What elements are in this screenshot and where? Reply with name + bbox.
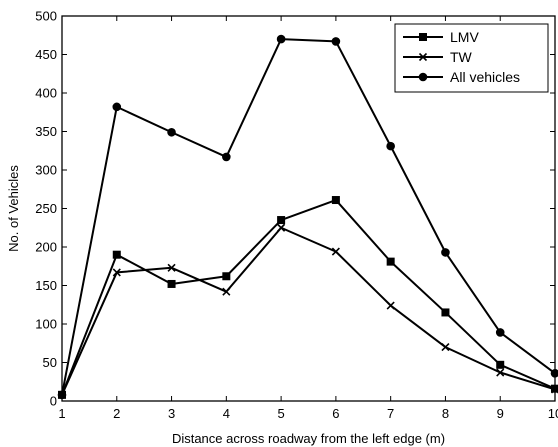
data-point <box>222 272 231 281</box>
legend-label: TW <box>450 49 473 65</box>
data-point <box>222 287 231 296</box>
series-tw <box>57 223 558 399</box>
y-tick-label: 400 <box>35 86 57 101</box>
data-point <box>167 127 176 137</box>
legend-item: LMV <box>403 29 479 45</box>
legend-item: All vehicles <box>403 69 520 85</box>
data-point <box>386 257 395 266</box>
x-tick-label: 3 <box>168 406 175 421</box>
data-point <box>167 279 176 288</box>
series-line <box>61 226 556 396</box>
y-axis-label: No. of Vehicles <box>6 165 21 252</box>
data-point <box>277 223 286 232</box>
data-point <box>112 268 121 277</box>
data-point <box>386 141 395 151</box>
x-tick-label: 1 <box>58 406 65 421</box>
series-all-vehicles <box>57 34 558 400</box>
y-tick-label: 350 <box>35 124 57 139</box>
data-point <box>441 343 450 352</box>
x-tick-label: 9 <box>497 406 504 421</box>
x-tick-label: 4 <box>223 406 230 421</box>
data-point <box>331 37 341 46</box>
legend: LMV TW All vehicles <box>394 23 549 93</box>
legend-marker <box>418 52 428 62</box>
data-point <box>222 152 231 162</box>
y-tick-label: 50 <box>43 355 57 370</box>
data-point <box>496 368 505 377</box>
series-line <box>61 38 556 396</box>
data-point <box>441 248 450 257</box>
y-tick-label: 0 <box>50 394 57 409</box>
legend-item: TW <box>403 49 473 65</box>
x-axis-label: Distance across roadway from the left ed… <box>172 431 445 446</box>
data-point <box>57 390 67 400</box>
data-point <box>276 34 286 44</box>
data-point <box>167 263 176 272</box>
data-point <box>495 328 505 337</box>
x-tick-label: 2 <box>113 406 120 421</box>
data-point <box>441 308 450 317</box>
y-tick-label: 450 <box>35 47 57 62</box>
data-point <box>331 196 340 205</box>
y-tick-label: 100 <box>35 317 57 332</box>
data-point <box>277 216 286 225</box>
data-point <box>496 360 505 369</box>
x-tick-label: 7 <box>387 406 394 421</box>
data-point <box>386 301 395 310</box>
y-tick-label: 500 <box>35 9 57 24</box>
y-tick-label: 300 <box>35 163 57 178</box>
legend-marker <box>419 33 427 41</box>
y-tick-label: 200 <box>35 240 57 255</box>
x-tick-label: 6 <box>332 406 339 421</box>
x-tick-label: 8 <box>442 406 449 421</box>
data-point <box>112 102 122 112</box>
x-tick-label: 5 <box>277 406 284 421</box>
data-point <box>112 250 121 259</box>
legend-label: LMV <box>450 29 479 45</box>
y-tick-label: 150 <box>35 278 57 293</box>
data-point <box>550 385 558 394</box>
y-tick-label: 250 <box>35 201 57 216</box>
legend-marker <box>418 72 428 82</box>
data-point <box>550 368 558 378</box>
data-point <box>331 247 340 256</box>
legend-label: All vehicles <box>450 69 520 85</box>
series-line <box>61 199 556 396</box>
series-lmv <box>58 196 558 399</box>
series-layer <box>57 34 558 400</box>
axis-ticks: 1234567891005010015020025030035040045050… <box>35 9 558 422</box>
x-tick-label: 10 <box>548 406 558 421</box>
